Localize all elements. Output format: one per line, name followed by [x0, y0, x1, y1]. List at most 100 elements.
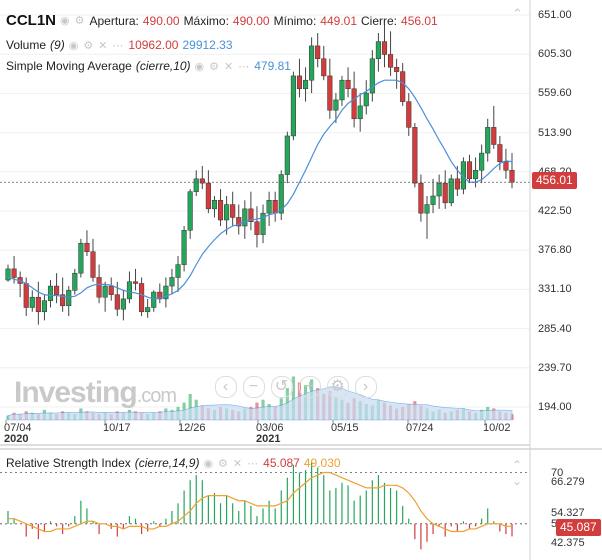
close-icon[interactable]: ✕ — [98, 39, 109, 52]
collapse-icon[interactable]: ⌃ — [512, 6, 524, 21]
candle-body — [381, 41, 388, 55]
candle — [424, 195, 430, 239]
candle — [491, 105, 497, 149]
reset-icon[interactable]: ↺ — [271, 376, 293, 398]
candle-body — [466, 161, 473, 180]
candle-body — [90, 251, 96, 278]
candle-body — [479, 152, 485, 171]
investing-logo: Investing.com — [14, 376, 177, 409]
price-tick-label: 239.70 — [538, 361, 572, 374]
volume-value: 10962.00 — [128, 38, 179, 52]
volume-header: Volume (9) ◉ ⚙ ✕ ⋯ 10962.00 29912.33 — [6, 38, 233, 52]
candle-body — [509, 170, 515, 183]
candle — [102, 281, 108, 312]
candle — [242, 200, 248, 239]
price-tick-label: 651.00 — [538, 9, 572, 21]
scroll-left-icon[interactable]: ‹ — [215, 376, 237, 398]
candle-body — [388, 54, 394, 68]
candle — [35, 281, 41, 325]
candle-body — [357, 105, 363, 120]
time-tick-label: 03/06 2021 — [256, 423, 284, 445]
candle-body — [296, 75, 303, 90]
candle — [126, 271, 132, 304]
time-tick-label: 10/17 — [103, 423, 131, 434]
candle — [284, 131, 290, 184]
settings-icon[interactable]: ⚙ — [218, 457, 229, 470]
candle-body — [211, 200, 218, 210]
candle-body — [418, 182, 424, 214]
candle-body — [139, 283, 145, 313]
time-tick-date: 10/02 — [483, 422, 511, 434]
candle — [139, 277, 145, 317]
candle-body — [333, 99, 339, 111]
settings-icon[interactable]: ⚙ — [74, 15, 86, 27]
candle-body — [108, 285, 114, 295]
volume-param: (9) — [50, 38, 65, 52]
candle — [72, 268, 78, 295]
candle-body — [424, 204, 430, 214]
time-tick-label: 10/02 — [483, 423, 511, 434]
candle-body — [430, 195, 436, 205]
eye-icon[interactable]: ◉ — [68, 39, 80, 52]
expand-icon[interactable]: ⌄ — [512, 474, 524, 488]
candle-body — [436, 182, 442, 197]
zoom-in-icon[interactable]: + — [299, 376, 321, 398]
nav-controls: ‹ − ↺ + ⚙ › — [215, 376, 377, 398]
candle-body — [157, 291, 163, 300]
candle-body — [23, 283, 29, 308]
candle-body — [78, 242, 84, 274]
candle-body — [400, 71, 406, 102]
candle-body — [248, 208, 254, 222]
eye-icon[interactable]: ◉ — [203, 457, 215, 470]
time-tick-label: 05/15 — [331, 423, 359, 434]
more-icon[interactable]: ⋯ — [238, 60, 251, 73]
candle — [132, 268, 139, 291]
candle — [217, 189, 224, 227]
candle-body — [199, 178, 205, 184]
close-icon[interactable]: ✕ — [232, 457, 244, 470]
candle — [497, 135, 503, 171]
candle-body — [369, 58, 375, 94]
symbol-label: CCL1N — [6, 12, 57, 29]
settings-icon[interactable]: ⚙ — [83, 39, 95, 52]
candle — [230, 191, 236, 227]
candle-body — [315, 45, 321, 59]
zoom-out-icon[interactable]: − — [243, 376, 265, 398]
scroll-right-icon[interactable]: › — [355, 376, 377, 398]
candle-body — [272, 200, 278, 214]
more-icon[interactable]: ⋯ — [247, 457, 260, 470]
candle-body — [345, 79, 351, 90]
candle-body — [47, 285, 54, 301]
rsi-value: 45.087 — [263, 456, 300, 470]
candle — [5, 264, 11, 282]
sma-header: Simple Moving Average (cierre,10) ◉ ⚙ ✕ … — [6, 59, 291, 73]
candle — [163, 277, 169, 308]
candle — [296, 58, 303, 98]
candle — [309, 37, 315, 94]
candle — [406, 93, 412, 136]
candle-body — [41, 300, 47, 313]
candle-body — [181, 230, 187, 265]
candle-body — [363, 92, 369, 107]
more-icon[interactable]: ⋯ — [112, 39, 125, 52]
candle-body — [29, 296, 35, 308]
settings-icon[interactable]: ⚙ — [209, 60, 221, 73]
time-tick-date: 12/26 — [178, 422, 206, 434]
candle-body — [205, 182, 211, 210]
time-tick-year: 2020 — [4, 433, 29, 445]
settings-icon[interactable]: ⚙ — [327, 376, 349, 398]
candle — [442, 170, 448, 209]
eye-icon[interactable]: ◉ — [194, 60, 206, 73]
candle-body — [284, 135, 290, 175]
collapse-icon[interactable]: ⌃ — [512, 458, 524, 472]
candle — [321, 45, 327, 81]
candle — [430, 178, 436, 214]
candle — [266, 191, 272, 227]
candle-body — [394, 67, 400, 72]
close-icon[interactable]: ✕ — [224, 60, 235, 73]
rsi-last-tag: 45.087 — [556, 519, 601, 536]
eye-icon[interactable]: ◉ — [60, 15, 71, 27]
candles — [5, 24, 515, 325]
candle — [333, 93, 339, 124]
